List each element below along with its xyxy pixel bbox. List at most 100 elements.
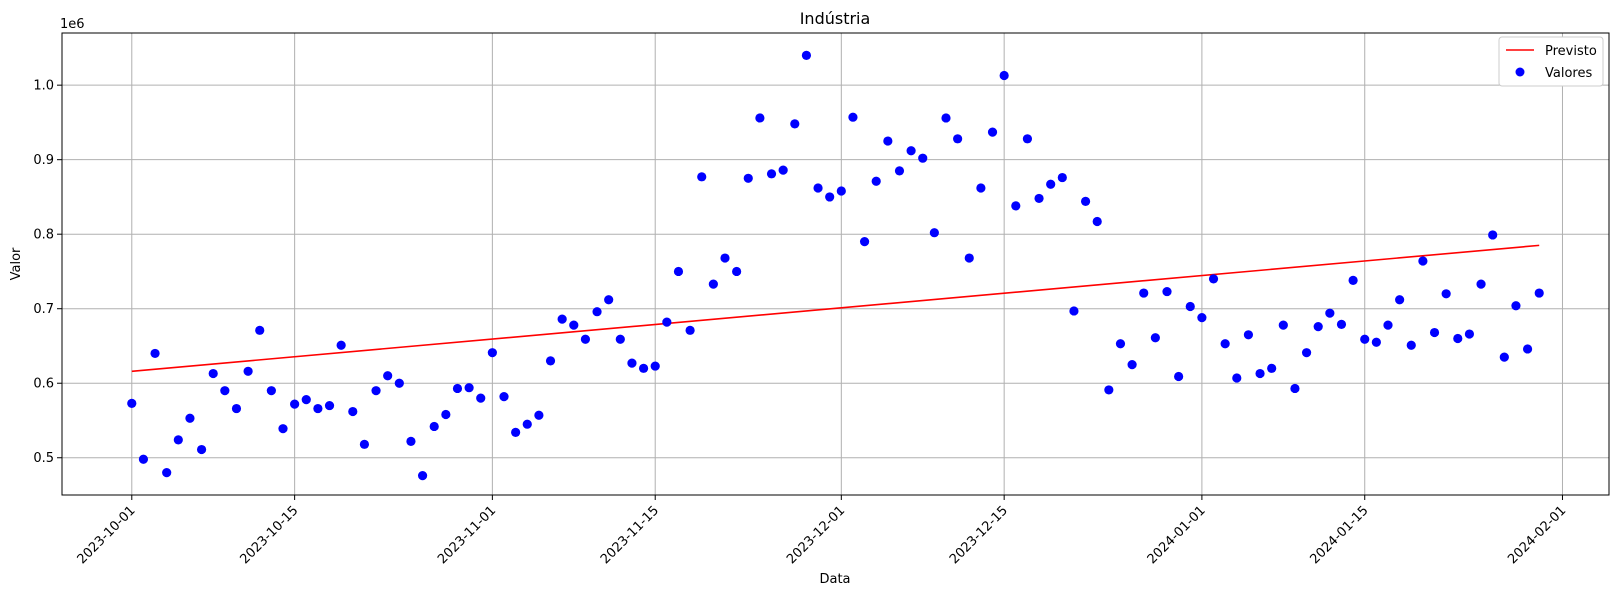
data-point [1022, 134, 1033, 144]
data-point [185, 413, 195, 423]
data-point [685, 325, 695, 335]
data-point [1267, 363, 1277, 373]
data-point [441, 409, 451, 420]
data-point [813, 183, 823, 193]
x-axis-ticks: 2023-10-01 2023-10-15 2023-11-01 2023-11-15… [75, 495, 1569, 567]
data-point [266, 386, 276, 396]
data-point [1150, 333, 1160, 343]
data-point [1371, 337, 1381, 347]
data-point [1301, 348, 1312, 358]
data-point [1046, 179, 1056, 189]
legend: Previsto Valores [1498, 36, 1604, 87]
data-point [196, 444, 207, 455]
data-point [1476, 279, 1486, 289]
data-point [615, 334, 625, 344]
chart-title: Indústria [800, 9, 871, 28]
legend-dot-swatch [1515, 67, 1525, 77]
data-point [127, 398, 137, 408]
data-point [1313, 321, 1323, 332]
x-axis-label: Data [819, 572, 850, 587]
y-tick-label: 1.0 [33, 79, 54, 94]
data-point [708, 279, 718, 289]
legend-label-valores: Valores [1545, 66, 1592, 81]
data-point [150, 348, 160, 359]
data-point [383, 371, 393, 381]
data-point [964, 253, 974, 263]
data-point [1464, 329, 1475, 339]
data-point [429, 421, 439, 432]
data-point [732, 266, 742, 277]
data-point [1453, 333, 1463, 344]
y-offset-label: 1e6 [60, 17, 85, 32]
data-point [569, 320, 579, 330]
data-point [1174, 371, 1184, 382]
x-tick-label: 2023-12-01 [784, 503, 848, 567]
data-point [929, 228, 939, 238]
x-tick-label: 2023-12-15 [947, 503, 1011, 567]
data-point [1348, 275, 1358, 285]
data-point [580, 334, 591, 344]
data-point [1127, 359, 1137, 370]
data-point [1197, 313, 1207, 323]
data-point [859, 237, 870, 247]
data-point [545, 356, 556, 366]
data-point [499, 392, 509, 402]
data-point [534, 410, 544, 420]
data-point [1162, 286, 1172, 297]
x-tick-label: 2023-10-01 [75, 503, 139, 567]
data-point [231, 403, 242, 414]
data-point [871, 176, 881, 186]
data-point [348, 406, 358, 417]
data-point [511, 427, 521, 438]
data-point [1034, 193, 1044, 204]
data-point [825, 192, 835, 202]
data-point [1406, 340, 1416, 350]
data-point [1488, 230, 1498, 240]
data-point [464, 383, 474, 393]
y-tick-label: 0.8 [33, 228, 54, 243]
data-point [1080, 196, 1091, 207]
data-point [1243, 330, 1254, 340]
data-point [918, 153, 928, 163]
y-tick-label: 0.5 [33, 451, 54, 466]
data-point [627, 358, 637, 368]
data-point [976, 183, 986, 193]
data-point [487, 348, 497, 358]
data-point [1092, 216, 1102, 227]
data-point [604, 295, 614, 305]
x-tick-label: 2023-11-01 [435, 503, 499, 567]
y-tick-label: 0.6 [33, 377, 54, 392]
y-tick-label: 0.9 [33, 153, 54, 168]
values-scatter-series [127, 50, 1544, 481]
data-point [1429, 327, 1440, 338]
data-point [592, 307, 602, 317]
y-tick-label: 0.7 [33, 302, 54, 317]
y-axis-ticks: 0.5 0.6 0.7 0.8 0.9 1.0 [33, 79, 62, 466]
data-point [138, 454, 149, 464]
data-point [1522, 344, 1533, 354]
data-point [1220, 339, 1230, 349]
data-point [894, 166, 905, 176]
data-point [220, 386, 230, 396]
forecast-line [131, 244, 1540, 373]
data-point [778, 165, 788, 175]
x-tick-label: 2023-10-15 [237, 503, 301, 567]
data-point [883, 136, 893, 146]
data-point [1115, 339, 1126, 349]
grid [62, 33, 1609, 495]
data-point [278, 424, 288, 434]
data-point [336, 340, 346, 350]
data-point [1069, 306, 1079, 316]
plot-frame [61, 32, 1610, 496]
data-point [1395, 295, 1405, 305]
data-point [1336, 319, 1347, 329]
data-point [999, 70, 1009, 81]
x-tick-label: 2024-01-01 [1145, 503, 1209, 567]
data-point [801, 50, 812, 60]
data-point [638, 363, 649, 373]
data-point [697, 172, 707, 182]
data-point [371, 386, 381, 396]
data-point [1499, 352, 1509, 362]
x-tick-label: 2024-01-15 [1308, 503, 1372, 567]
